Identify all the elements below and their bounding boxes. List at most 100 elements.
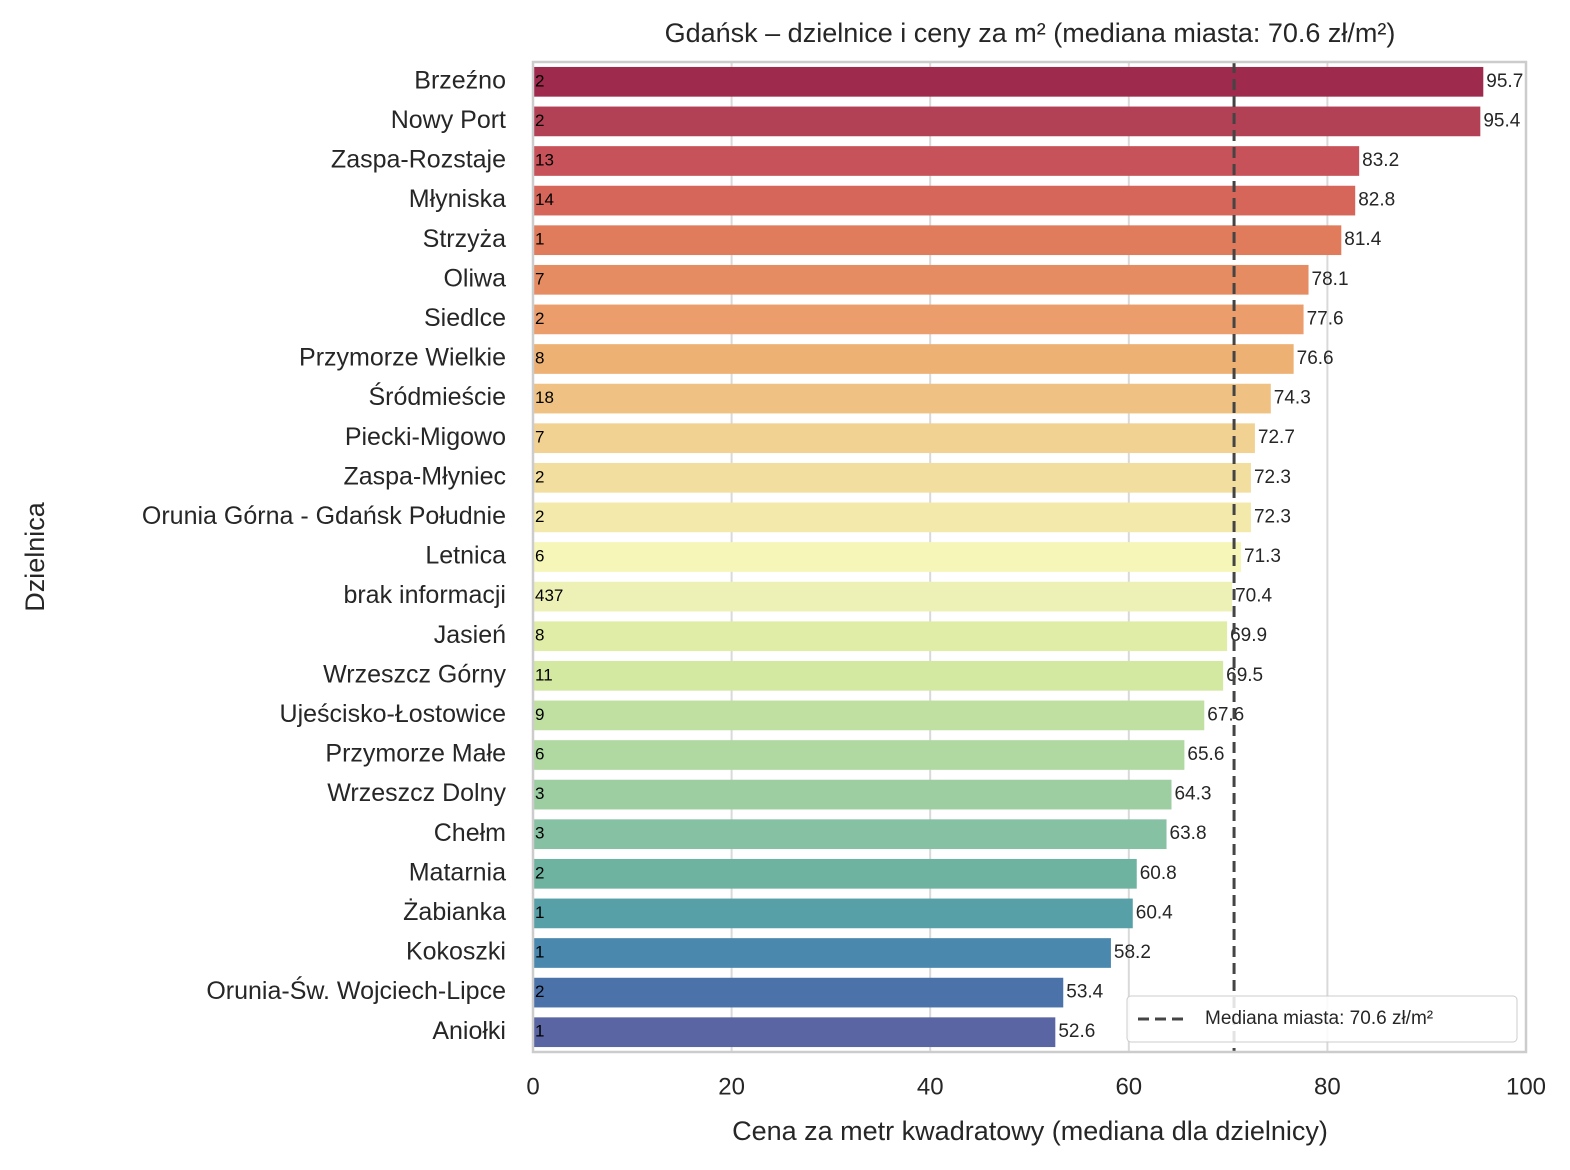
x-axis-label: Cena za metr kwadratowy (mediana dla dzi… <box>732 1116 1328 1146</box>
bar <box>533 700 1205 731</box>
x-tick-label: 80 <box>1314 1073 1341 1100</box>
value-label: 58.2 <box>1114 942 1151 963</box>
count-label: 1 <box>535 230 544 249</box>
count-label: 6 <box>535 744 544 763</box>
y-tick-label: Przymorze Wielkie <box>299 344 506 372</box>
bar <box>533 819 1167 850</box>
bar <box>533 858 1137 889</box>
count-label: 1 <box>535 1022 544 1041</box>
y-tick-label: Kokoszki <box>406 938 506 966</box>
y-tick-label: Matarnia <box>409 858 506 886</box>
y-tick-label: Strzyża <box>423 225 506 253</box>
bar <box>533 225 1342 256</box>
y-tick-label: Żabianka <box>403 897 506 926</box>
count-label: 8 <box>535 626 544 645</box>
x-tick-label: 0 <box>526 1073 539 1100</box>
value-label: 64.3 <box>1174 784 1211 805</box>
y-tick-label: Jasień <box>434 621 506 649</box>
bar <box>533 383 1271 414</box>
value-label: 81.4 <box>1344 229 1381 250</box>
count-label: 14 <box>535 190 554 209</box>
bar <box>533 977 1064 1008</box>
value-label: 72.7 <box>1258 427 1295 448</box>
value-label: 83.2 <box>1362 150 1399 171</box>
y-tick-label: Letnica <box>425 542 506 570</box>
y-tick-label: Śródmieście <box>368 381 506 411</box>
count-label: 9 <box>535 705 544 724</box>
count-label: 1 <box>535 903 544 922</box>
bar <box>533 740 1185 770</box>
bar <box>533 621 1228 652</box>
value-label: 60.4 <box>1136 902 1173 923</box>
bar <box>533 898 1133 929</box>
x-tick-label: 20 <box>718 1073 745 1100</box>
value-label: 77.6 <box>1307 308 1344 329</box>
bar <box>533 502 1251 533</box>
y-tick-label: Siedlce <box>424 304 506 332</box>
count-label: 11 <box>535 665 553 684</box>
value-label: 63.8 <box>1170 823 1207 844</box>
y-tick-label: Aniołki <box>432 1017 506 1045</box>
count-label: 1 <box>535 942 544 961</box>
count-label: 2 <box>535 863 544 882</box>
count-label: 8 <box>535 348 544 367</box>
y-tick-label: Piecki-Migowo <box>345 423 506 451</box>
value-label: 52.6 <box>1058 1021 1095 1042</box>
y-tick-label: Przymorze Małe <box>325 740 506 768</box>
value-label: 72.3 <box>1254 506 1291 527</box>
bar <box>533 660 1224 691</box>
x-tick-label: 100 <box>1506 1073 1546 1100</box>
bar <box>533 146 1360 176</box>
count-label: 7 <box>535 428 544 447</box>
count-label: 3 <box>535 784 544 803</box>
bar <box>533 581 1233 612</box>
bar <box>533 304 1304 335</box>
plot-frame <box>531 60 1528 1054</box>
chart-title: Gdańsk – dzielnice i ceny za m² (mediana… <box>665 18 1396 48</box>
value-label: 53.4 <box>1066 982 1103 1003</box>
count-label: 2 <box>535 111 544 130</box>
count-label: 13 <box>535 150 554 169</box>
count-label: 18 <box>535 388 554 407</box>
legend-box <box>1126 995 1518 1043</box>
y-tick-label: Chełm <box>434 819 506 847</box>
count-label: 2 <box>535 507 544 526</box>
value-label: 78.1 <box>1312 269 1349 290</box>
value-label: 74.3 <box>1274 388 1311 409</box>
value-label: 60.8 <box>1140 863 1177 884</box>
bar <box>533 542 1242 572</box>
y-tick-label: Orunia Górna - Gdańsk Południe <box>142 502 506 530</box>
value-label: 71.3 <box>1244 546 1281 567</box>
bar <box>533 779 1172 810</box>
y-tick-label: Zaspa-Rozstaje <box>331 146 506 174</box>
count-label: 2 <box>535 982 544 1001</box>
y-tick-label: Brzeźno <box>414 66 506 94</box>
value-label: 76.6 <box>1297 348 1334 369</box>
y-tick-label: Oliwa <box>443 264 506 292</box>
count-label: 6 <box>535 546 544 565</box>
bar <box>533 1017 1056 1048</box>
y-tick-label: Zaspa-Młyniec <box>343 462 506 490</box>
value-label: 69.5 <box>1226 665 1263 686</box>
y-tick-label: Orunia-Św. Wojciech-Lipce <box>206 975 506 1005</box>
value-label: 65.6 <box>1187 744 1224 765</box>
bar <box>533 66 1484 97</box>
value-label: 72.3 <box>1254 467 1291 488</box>
value-label: 69.9 <box>1230 625 1267 646</box>
value-label: 95.7 <box>1486 71 1523 92</box>
bar <box>533 106 1481 137</box>
value-label: 95.4 <box>1483 110 1520 131</box>
value-label: 70.4 <box>1235 586 1272 607</box>
legend-label: Mediana miasta: 70.6 zł/m² <box>1205 1008 1433 1029</box>
count-label: 7 <box>535 269 544 288</box>
bar <box>533 185 1356 216</box>
y-tick-label: Młyniska <box>409 185 506 213</box>
value-label: 82.8 <box>1358 190 1395 211</box>
bar <box>533 423 1255 454</box>
count-label: 2 <box>535 71 544 90</box>
count-label: 2 <box>535 309 544 328</box>
y-tick-label: Wrzeszcz Dolny <box>327 779 506 807</box>
y-tick-label: Wrzeszcz Górny <box>323 660 506 688</box>
count-label: 3 <box>535 824 544 843</box>
